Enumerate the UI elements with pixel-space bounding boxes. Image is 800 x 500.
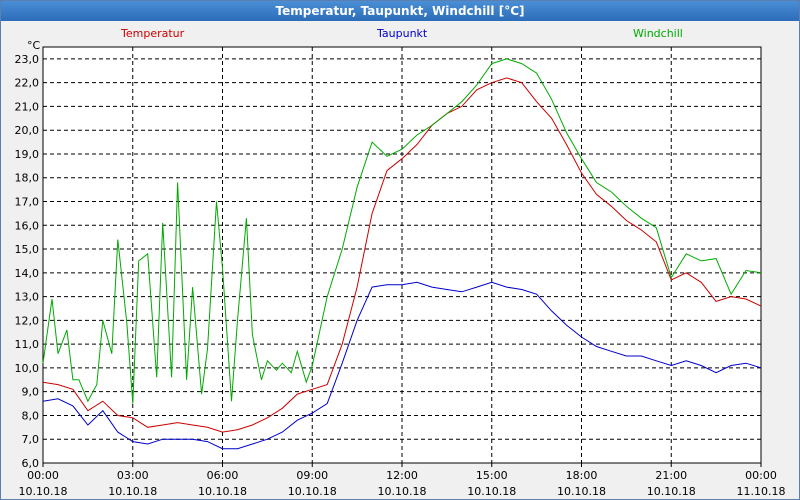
x-tick-time-label: 12:00 bbox=[386, 469, 418, 482]
x-tick-date-label: 10.10.18 bbox=[557, 485, 606, 498]
x-tick-date-label: 10.10.18 bbox=[647, 485, 696, 498]
y-tick-label: 11,0 bbox=[15, 338, 40, 351]
y-tick-label: 13,0 bbox=[15, 291, 40, 304]
y-tick-label: 21,0 bbox=[15, 100, 40, 113]
series-line-taupunkt bbox=[42, 281, 762, 450]
series-line-temperatur bbox=[42, 77, 762, 433]
y-tick-label: 16,0 bbox=[15, 219, 40, 232]
y-tick-label: 8,0 bbox=[22, 409, 40, 422]
legend-taupunkt: Taupunkt bbox=[376, 27, 428, 40]
x-tick-date-label: 11.10.18 bbox=[737, 485, 786, 498]
x-tick-date-label: 10.10.18 bbox=[467, 485, 516, 498]
x-tick-time-label: 03:00 bbox=[117, 469, 149, 482]
x-tick-date-label: 10.10.18 bbox=[198, 485, 247, 498]
y-tick-label: 15,0 bbox=[15, 243, 40, 256]
x-tick-time-label: 09:00 bbox=[296, 469, 328, 482]
x-tick-date-label: 10.10.18 bbox=[108, 485, 157, 498]
y-tick-label: 7,0 bbox=[22, 433, 40, 446]
legend-windchill: Windchill bbox=[633, 27, 683, 40]
y-axis-unit-label: °C bbox=[27, 39, 41, 52]
y-tick-label: 6,0 bbox=[22, 457, 40, 470]
x-tick-date-label: 10.10.18 bbox=[19, 485, 68, 498]
x-tick-time-label: 21:00 bbox=[655, 469, 687, 482]
x-tick-time-label: 15:00 bbox=[476, 469, 508, 482]
y-tick-label: 18,0 bbox=[15, 172, 40, 185]
x-tick-date-label: 10.10.18 bbox=[378, 485, 427, 498]
y-tick-label: 12,0 bbox=[15, 314, 40, 327]
y-tick-label: 9,0 bbox=[22, 386, 40, 399]
series-line-windchill bbox=[42, 58, 762, 404]
x-tick-time-label: 18:00 bbox=[566, 469, 598, 482]
y-tick-label: 19,0 bbox=[15, 148, 40, 161]
window-title: Temperatur, Taupunkt, Windchill [°C] bbox=[1, 1, 799, 21]
x-tick-time-label: 00:00 bbox=[27, 469, 59, 482]
x-tick-date-label: 10.10.18 bbox=[288, 485, 337, 498]
y-tick-label: 20,0 bbox=[15, 124, 40, 137]
y-tick-label: 10,0 bbox=[15, 362, 40, 375]
y-tick-label: 17,0 bbox=[15, 196, 40, 209]
y-tick-label: 22,0 bbox=[15, 77, 40, 90]
x-tick-time-label: 06:00 bbox=[207, 469, 239, 482]
y-tick-label: 23,0 bbox=[15, 53, 40, 66]
legend-temperatur: Temperatur bbox=[120, 27, 185, 40]
y-tick-label: 14,0 bbox=[15, 267, 40, 280]
x-tick-time-label: 00:00 bbox=[745, 469, 777, 482]
